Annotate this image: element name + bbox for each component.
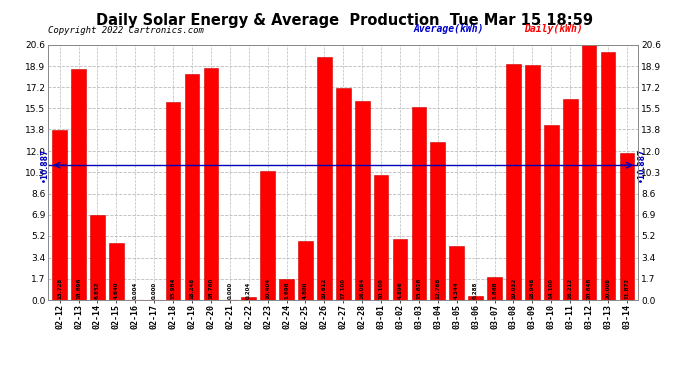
Bar [469, 296, 483, 300]
Text: Average(kWh): Average(kWh) [414, 24, 484, 34]
Text: 18.696: 18.696 [76, 277, 81, 298]
Text: Daily Solar Energy & Average  Production  Tue Mar 15 18:59: Daily Solar Energy & Average Production … [97, 13, 593, 28]
Bar [506, 64, 521, 300]
Text: 20.648: 20.648 [586, 277, 591, 298]
Text: 18.948: 18.948 [530, 277, 535, 298]
Bar [393, 239, 407, 300]
Bar [279, 279, 294, 300]
Bar [355, 101, 370, 300]
Text: 12.768: 12.768 [435, 277, 440, 298]
Text: 4.344: 4.344 [454, 281, 460, 298]
Text: 4.800: 4.800 [303, 281, 308, 298]
Bar [204, 68, 218, 300]
Bar [52, 130, 67, 300]
Bar [411, 106, 426, 300]
Text: 18.760: 18.760 [208, 277, 213, 298]
Text: 13.728: 13.728 [57, 277, 62, 298]
Bar [600, 53, 615, 300]
Text: 14.100: 14.100 [549, 278, 554, 298]
Text: 10.404: 10.404 [265, 278, 270, 298]
Text: 4.640: 4.640 [114, 281, 119, 298]
Bar [374, 175, 388, 300]
Text: 17.100: 17.100 [341, 278, 346, 298]
Bar [620, 153, 634, 300]
Bar [449, 246, 464, 300]
Text: 16.212: 16.212 [568, 278, 573, 298]
Text: 0.004: 0.004 [132, 281, 138, 298]
Bar [71, 69, 86, 300]
Bar [241, 297, 256, 300]
Text: 4.896: 4.896 [397, 281, 402, 298]
Text: 19.612: 19.612 [322, 278, 327, 298]
Bar [431, 142, 445, 300]
Text: Daily(kWh): Daily(kWh) [524, 24, 583, 34]
Bar [487, 277, 502, 300]
Bar [317, 57, 332, 300]
Text: 1.868: 1.868 [492, 281, 497, 298]
Bar [563, 99, 578, 300]
Text: 15.628: 15.628 [416, 277, 422, 298]
Text: 0.204: 0.204 [246, 281, 251, 298]
Bar [336, 88, 351, 300]
Bar [109, 243, 124, 300]
Bar [298, 241, 313, 300]
Text: •10.887: •10.887 [40, 148, 49, 182]
Text: •10.887: •10.887 [638, 148, 647, 182]
Text: 10.100: 10.100 [379, 278, 384, 298]
Text: 18.248: 18.248 [190, 277, 195, 298]
Text: 0.288: 0.288 [473, 281, 478, 298]
Text: 16.084: 16.084 [359, 277, 365, 298]
Bar [260, 171, 275, 300]
Bar [90, 215, 105, 300]
Bar [166, 102, 181, 300]
Bar [582, 44, 596, 300]
Text: 0.000: 0.000 [152, 281, 157, 298]
Text: 19.032: 19.032 [511, 278, 516, 298]
Bar [525, 66, 540, 300]
Text: 15.984: 15.984 [170, 277, 175, 298]
Bar [544, 126, 559, 300]
Text: 20.008: 20.008 [606, 278, 611, 298]
Text: 0.000: 0.000 [227, 281, 233, 298]
Text: 6.852: 6.852 [95, 281, 100, 298]
Text: 11.872: 11.872 [624, 278, 629, 298]
Bar [185, 74, 199, 300]
Text: Copyright 2022 Cartronics.com: Copyright 2022 Cartronics.com [48, 26, 204, 35]
Text: 1.696: 1.696 [284, 281, 289, 298]
